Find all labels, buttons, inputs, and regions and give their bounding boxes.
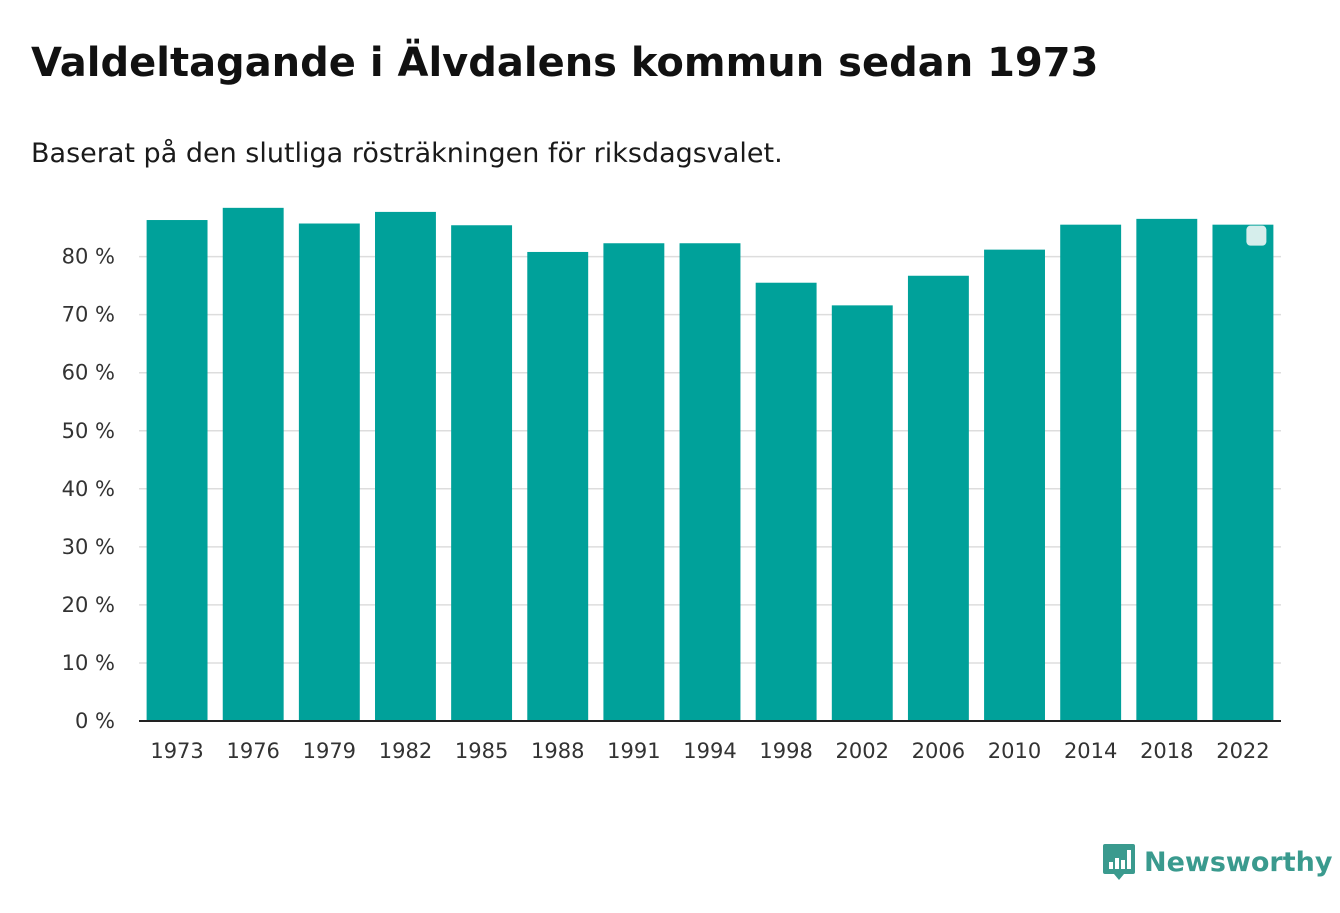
x-tick-label: 2002 (836, 739, 889, 763)
bar-1973[interactable] (146, 220, 208, 721)
x-tick-label: 1994 (683, 739, 736, 763)
y-tick-label: 80 % (62, 245, 115, 269)
x-tick-label: 1988 (531, 739, 584, 763)
bar-1991[interactable] (603, 243, 665, 721)
brand-name: Newsworthy (1144, 846, 1333, 878)
x-tick-label: 2022 (1216, 739, 1269, 763)
bar-1998[interactable] (755, 282, 817, 721)
x-tick-label: 2006 (912, 739, 965, 763)
x-tick-label: 2010 (988, 739, 1041, 763)
x-tick-label: 1979 (303, 739, 356, 763)
bar-1982[interactable] (375, 211, 436, 722)
bar-2002[interactable] (831, 305, 893, 721)
x-tick-label: 1976 (226, 739, 279, 763)
y-tick-label: 50 % (62, 419, 115, 443)
x-tick-label: 2014 (1064, 739, 1117, 763)
bar-2006[interactable] (907, 275, 969, 721)
bar-1979[interactable] (298, 223, 360, 721)
bar-1976[interactable] (222, 207, 284, 721)
y-tick-label: 40 % (62, 477, 115, 501)
x-tick-label: 1998 (759, 739, 812, 763)
newsworthy-logo: Newsworthy (1102, 842, 1332, 882)
bars (146, 207, 1274, 722)
chart-speech-bubble-icon (1103, 844, 1135, 880)
x-tick-label: 1982 (379, 739, 432, 763)
y-tick-label: 0 % (75, 709, 115, 733)
y-tick-label: 70 % (62, 303, 115, 327)
y-tick-label: 10 % (62, 651, 115, 675)
x-tick-label: 2018 (1140, 739, 1193, 763)
y-tick-label: 60 % (62, 361, 115, 385)
bar-2010[interactable] (984, 249, 1045, 721)
y-axis: 0 % 10 % 20 % 30 % 40 % 50 % 60 % 70 % 80 % (62, 245, 115, 733)
x-tick-label: 1991 (607, 739, 660, 763)
highlight-marker (1246, 225, 1267, 246)
bar-1994[interactable] (679, 243, 741, 721)
x-tick-label: 1985 (455, 739, 508, 763)
bar-2018[interactable] (1136, 218, 1198, 721)
bar-1985[interactable] (451, 225, 513, 722)
x-axis: 1973 1976 1979 1982 1985 1988 1991 1994 1998 2002… (139, 720, 1281, 763)
chart-subtitle: Baserat på den slutliga rösträkningen fö… (31, 138, 783, 169)
y-tick-label: 20 % (62, 593, 115, 617)
y-tick-label: 30 % (62, 535, 115, 559)
bar-2014[interactable] (1060, 224, 1122, 722)
chart-title: Valdeltagande i Älvdalens kommun sedan 1… (31, 40, 1099, 86)
bar-1988[interactable] (527, 251, 589, 721)
bar-2022[interactable] (1212, 224, 1274, 722)
x-tick-label: 1973 (150, 739, 203, 763)
